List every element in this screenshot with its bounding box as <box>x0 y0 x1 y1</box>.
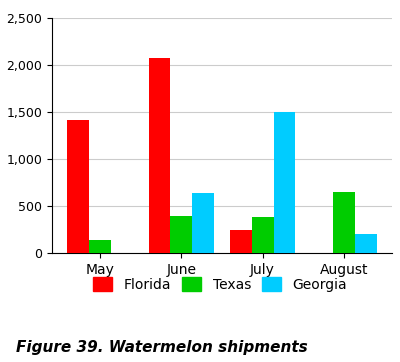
Bar <box>192 193 214 253</box>
Bar <box>148 58 170 253</box>
Bar <box>68 120 89 253</box>
Bar <box>355 233 376 253</box>
Text: Figure 39. Watermelon shipments: Figure 39. Watermelon shipments <box>16 340 308 355</box>
Bar <box>274 112 296 253</box>
Bar <box>170 216 192 253</box>
Bar <box>252 217 274 253</box>
Legend: Florida, Texas, Georgia: Florida, Texas, Georgia <box>93 277 347 292</box>
Bar <box>333 192 355 253</box>
Bar <box>89 240 111 253</box>
Bar <box>230 230 252 253</box>
Y-axis label: Loads: Loads <box>0 113 1 158</box>
